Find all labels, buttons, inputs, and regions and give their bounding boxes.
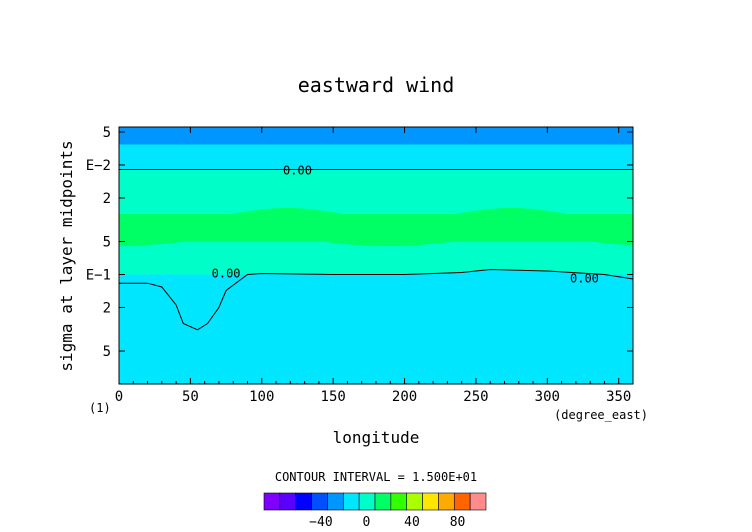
- contour-label: 0.00: [212, 266, 241, 280]
- x-tick-label: 300: [535, 389, 560, 405]
- y-axis-label: sigma at layer midpoints: [57, 140, 76, 371]
- colorbar-swatch: [438, 492, 455, 511]
- contour-band: [119, 241, 633, 275]
- colorbar-tick-label: 0: [363, 515, 371, 530]
- colorbar-swatch: [390, 492, 408, 511]
- colorbar-tick-label: 40: [404, 515, 420, 530]
- colorbar-swatch: [406, 492, 423, 511]
- chart-title: eastward wind: [298, 73, 455, 97]
- y-tick-label: 2: [103, 300, 111, 316]
- contour-band: [119, 127, 633, 145]
- colorbar-tick-label: −40: [309, 515, 332, 530]
- colorbar-swatch: [453, 492, 471, 511]
- x-tick-label: 200: [392, 389, 417, 405]
- colorbar-tick-label: 80: [450, 515, 466, 530]
- x-tick-label: 250: [463, 389, 488, 405]
- y-tick-label: 5: [103, 235, 111, 251]
- colorbar-swatch: [311, 492, 328, 511]
- negative-region: [119, 269, 633, 384]
- contour-band: [119, 169, 633, 214]
- x-tick-label: 0: [115, 389, 123, 405]
- colorbar-swatch: [358, 492, 376, 511]
- contour-interval-text: CONTOUR INTERVAL = 1.500E+01: [275, 470, 477, 484]
- y-tick-label: 5: [103, 125, 111, 141]
- y-corner-label: (1): [89, 401, 111, 415]
- y-tick-label: E−2: [86, 158, 111, 174]
- y-tick-label: E−1: [86, 267, 111, 283]
- contour-label: 0.00: [283, 164, 312, 178]
- colorbar-swatch: [469, 492, 487, 511]
- colorbar-swatch: [327, 492, 344, 511]
- y-tick-label: 2: [103, 191, 111, 207]
- jet-core-band: [119, 207, 633, 247]
- x-axis-units: (degree_east): [554, 408, 648, 422]
- colorbar-swatch: [342, 492, 360, 511]
- x-axis-label: longitude: [333, 428, 420, 447]
- x-tick-label: 50: [182, 389, 199, 405]
- zero-contour-lower: [119, 268, 634, 331]
- plot-area: 0.00 0.00 0.00 0 50 100 150 200 250 300 350 5 E−2 2 5 E…: [86, 125, 634, 405]
- colorbar-swatch: [263, 492, 281, 511]
- contour-band: [119, 144, 633, 170]
- x-tick-label: 100: [249, 389, 274, 405]
- colorbar: −40 0 40 80: [263, 492, 487, 530]
- contour-label: 0.00: [570, 271, 599, 285]
- x-tick-label: 150: [321, 389, 346, 405]
- colorbar-swatch: [279, 492, 297, 511]
- colorbar-swatch: [374, 492, 392, 511]
- colorbar-swatch: [295, 492, 312, 511]
- x-tick-label: 350: [606, 389, 631, 405]
- colorbar-swatch: [422, 492, 439, 511]
- y-tick-label: 5: [103, 344, 111, 360]
